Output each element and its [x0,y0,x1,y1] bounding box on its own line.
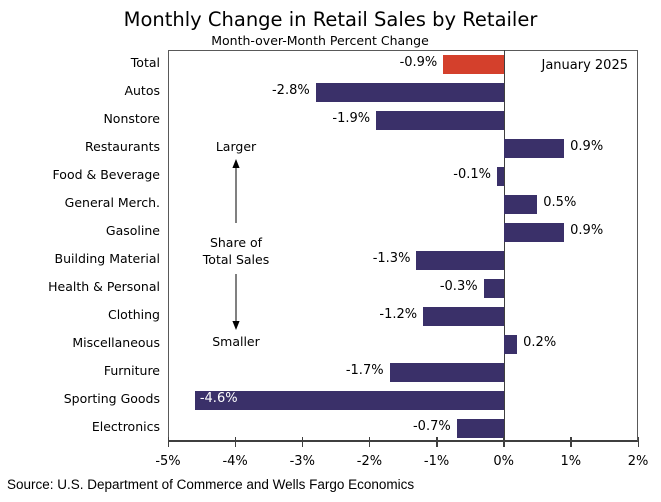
value-label: -4.6% [199,391,238,406]
up-arrow-icon [232,159,240,223]
value-label: -2.8% [271,83,310,98]
bar-autos [315,82,504,102]
bar-total [443,54,504,74]
category-label: Restaurants [85,139,160,154]
down-arrow-icon [232,274,240,330]
value-label: -1.3% [372,251,411,266]
x-axis-tick [570,437,572,447]
category-label: General Merch. [64,195,160,210]
category-label: Total [130,55,160,70]
value-label: -1.9% [332,111,371,126]
value-label: -0.3% [439,279,478,294]
bar-electronics [456,418,504,438]
x-axis-tick-label: -1% [423,454,450,469]
category-label: Electronics [91,419,160,434]
x-axis-tick [368,437,371,447]
category-label: Building Material [54,251,160,266]
category-label: Furniture [103,363,160,378]
bar-food-beverage [497,166,504,186]
smaller-label: Smaller [212,334,260,349]
larger-label: Larger [215,139,257,154]
source-note: Source: U.S. Department of Commerce and … [7,477,415,492]
x-axis-tick-label: -4% [222,454,248,469]
bar-building-material [416,250,504,270]
plot-area: January 2025 Larger Share of Total Sales… [168,50,638,442]
bar-general-merch- [503,194,538,214]
x-axis-tick [637,437,639,447]
bar-restaurants [503,138,565,158]
bar-furniture [389,362,504,382]
period-label: January 2025 [541,58,629,73]
category-label: Food & Beverage [52,167,160,182]
x-axis-tick [436,437,438,447]
category-label: Sporting Goods [63,391,160,406]
bar-clothing [423,306,504,326]
bar-sporting-goods [194,390,504,410]
bar-gasoline [503,222,565,242]
value-label: 0.9% [570,139,604,154]
share-of-total-sales-annotation: Larger Share of Total Sales Smaller [176,139,296,349]
x-axis-tick-label: -5% [155,454,181,469]
value-label: -0.9% [399,55,438,70]
x-axis-tick [503,437,505,447]
category-label: Clothing [107,307,160,322]
share-of-total-sales-label: Share of Total Sales [202,235,270,267]
value-label: 0.2% [523,335,557,350]
x-axis-tick-label: -2% [356,454,383,469]
value-label: -0.1% [453,167,491,182]
chart-subtitle: Month-over-Month Percent Change [211,33,429,48]
value-label: -0.7% [412,419,451,434]
value-label: 0.9% [570,223,604,238]
value-label: 0.5% [543,195,577,210]
x-axis-tick [167,437,169,447]
x-axis-tick [234,437,237,447]
chart-title: Monthly Change in Retail Sales by Retail… [123,8,538,31]
x-axis-tick-label: 0% [493,454,515,469]
x-axis-tick-label: 2% [627,454,649,469]
category-label: Miscellaneous [72,335,160,350]
category-label: Health & Personal [48,279,160,294]
bar-miscellaneous [503,334,518,354]
category-label: Nonstore [103,111,160,126]
zero-axis-line [503,50,506,442]
value-label: -1.2% [379,307,418,322]
bar-nonstore [376,110,504,130]
category-label: Gasoline [105,223,160,238]
x-axis-tick [301,437,304,447]
x-axis-tick-label: 1% [560,454,582,469]
x-axis-tick-label: -3% [289,454,315,469]
bar-health-personal [483,278,504,298]
value-label: -1.7% [345,363,384,378]
category-label: Autos [124,83,160,98]
